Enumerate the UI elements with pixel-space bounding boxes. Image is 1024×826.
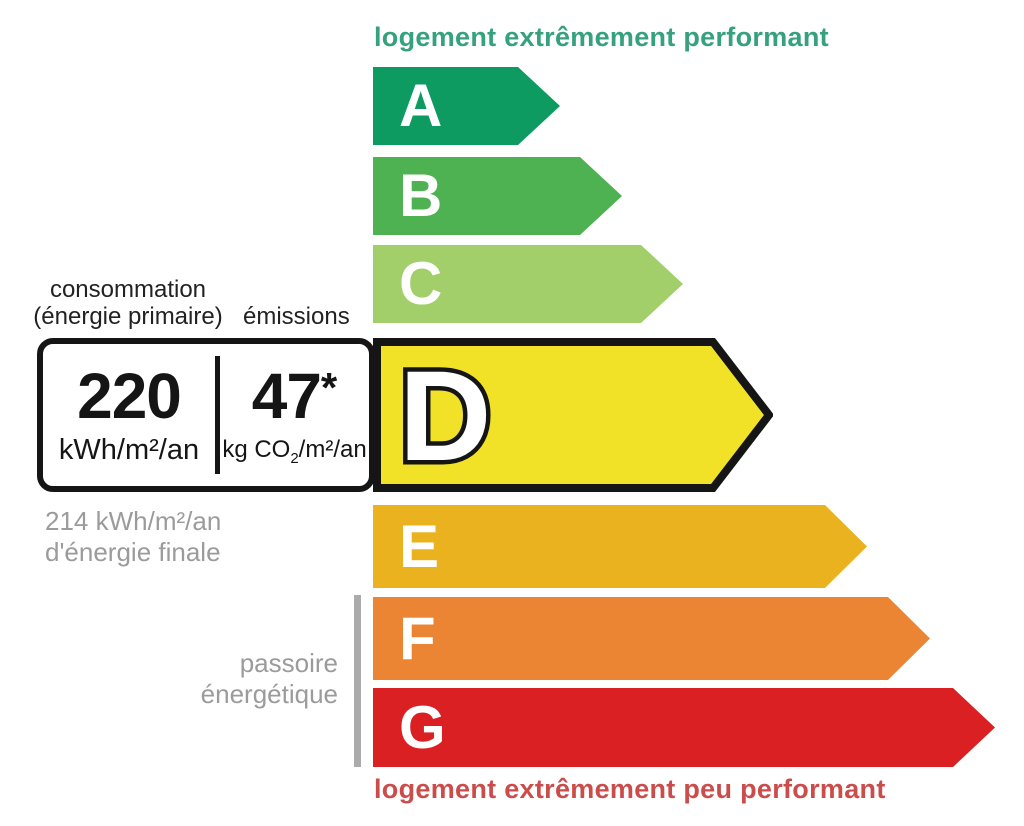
energy-sieve-label: passoire énergétique (150, 648, 338, 710)
class-g-letter: G (399, 693, 446, 761)
class-b-arrow: B (373, 157, 622, 235)
value-box: 220 kWh/m²/an 47* kg CO2/m²/an (37, 338, 375, 492)
class-b-letter: B (399, 162, 443, 229)
class-d-arrow: D (373, 338, 773, 492)
final-energy-line1: 214 kWh/m²/an (45, 506, 222, 536)
consumption-header-line1: consommation (49, 276, 207, 303)
class-a-letter: A (399, 72, 443, 139)
class-a-arrow: A (373, 67, 560, 145)
class-e-arrow: E (373, 505, 867, 588)
energy-sieve-line1: passoire (239, 648, 338, 678)
class-d-arrow-shape (373, 338, 773, 492)
emissions-unit: kg CO2/m²/an (222, 435, 367, 467)
class-g-arrow: G (373, 688, 995, 767)
final-energy-note: 214 kWh/m²/an d'énergie finale (45, 506, 221, 568)
caption-least-performant: logement extrêmement peu performant (374, 774, 886, 804)
emissions-cell: 47* kg CO2/m²/an (220, 344, 369, 486)
emissions-value-row: 47* (252, 364, 338, 428)
class-c-letter: C (399, 250, 443, 317)
class-e-letter: E (399, 512, 440, 580)
class-c-arrow: C (373, 245, 683, 323)
emissions-header: émissions (243, 303, 350, 330)
emissions-asterisk: * (320, 363, 338, 411)
consumption-unit: kWh/m²/an (58, 433, 200, 466)
class-f-arrow: F (373, 597, 930, 680)
class-d-arrow-svg: D (373, 338, 773, 492)
caption-most-performant: logement extrêmement performant (374, 22, 829, 52)
class-d-letter: D (399, 345, 491, 488)
emissions-value: 47 (251, 359, 322, 432)
class-f-letter: F (399, 604, 436, 672)
consumption-cell: 220 kWh/m²/an (43, 344, 215, 486)
energy-sieve-line2: énergétique (200, 679, 338, 709)
value-box-divider (215, 356, 220, 474)
energy-sieve-bracket (354, 595, 361, 767)
consumption-header-line2: (énergie primaire) (33, 303, 223, 330)
consumption-value: 220 (77, 359, 182, 432)
final-energy-line2: d'énergie finale (45, 537, 221, 567)
consumption-header: consommation (énergie primaire) (28, 276, 228, 330)
